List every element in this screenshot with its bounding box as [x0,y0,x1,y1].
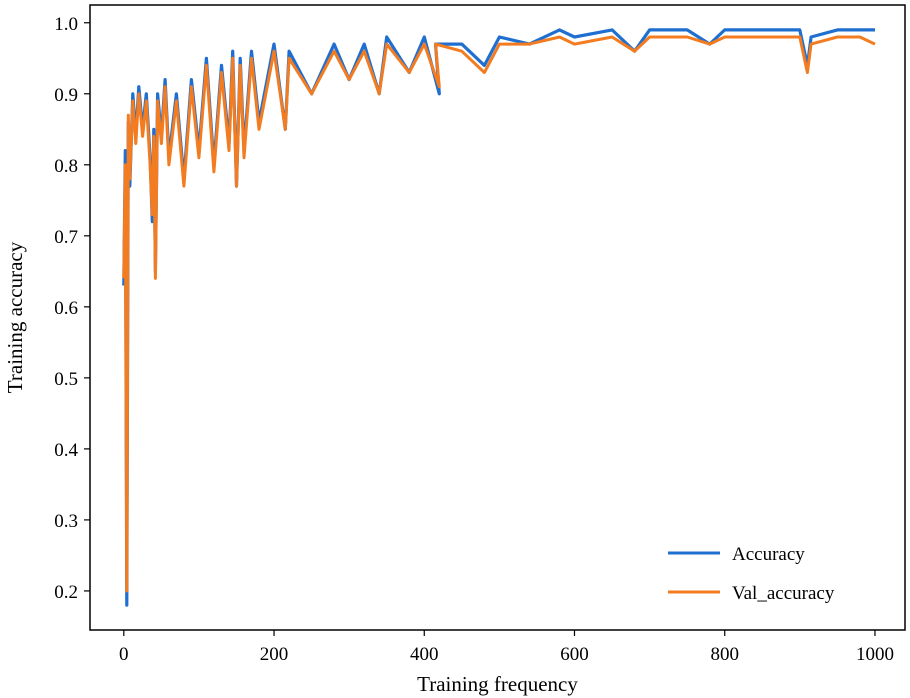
y-tick-label: 1.0 [54,14,78,35]
y-tick-label: 0.7 [54,227,78,248]
series-line-val-accuracy [122,35,876,593]
legend-label-val-accuracy: Val_accuracy [732,583,835,604]
y-tick-label: 0.9 [54,85,78,106]
y-tick-label: 0.8 [54,156,78,177]
series-line-accuracy [122,28,875,607]
y-tick-label: 0.3 [54,511,78,532]
x-axis-ticks: 0 200 400 600 800 1000 [119,630,894,665]
x-tick-label: 600 [560,644,589,665]
series-layer [122,28,876,607]
y-tick-label: 0.2 [54,582,78,603]
y-tick-label: 0.6 [54,298,78,319]
y-axis-title: Training accuracy [3,241,27,393]
x-tick-label: 800 [710,644,739,665]
x-tick-label: 400 [410,644,439,665]
y-tick-label: 0.4 [54,440,78,461]
x-axis-title: Training frequency [417,672,578,696]
legend: Accuracy Val_accuracy [668,544,835,604]
y-axis-ticks: 0.2 0.3 0.4 0.5 0.6 0.7 0.8 0.9 1.0 [54,14,90,603]
x-tick-label: 0 [119,644,129,665]
legend-label-accuracy: Accuracy [732,544,805,565]
y-tick-label: 0.5 [54,369,78,390]
x-tick-label: 200 [260,644,289,665]
plot-frame [89,4,906,631]
x-tick-label: 1000 [856,644,894,665]
